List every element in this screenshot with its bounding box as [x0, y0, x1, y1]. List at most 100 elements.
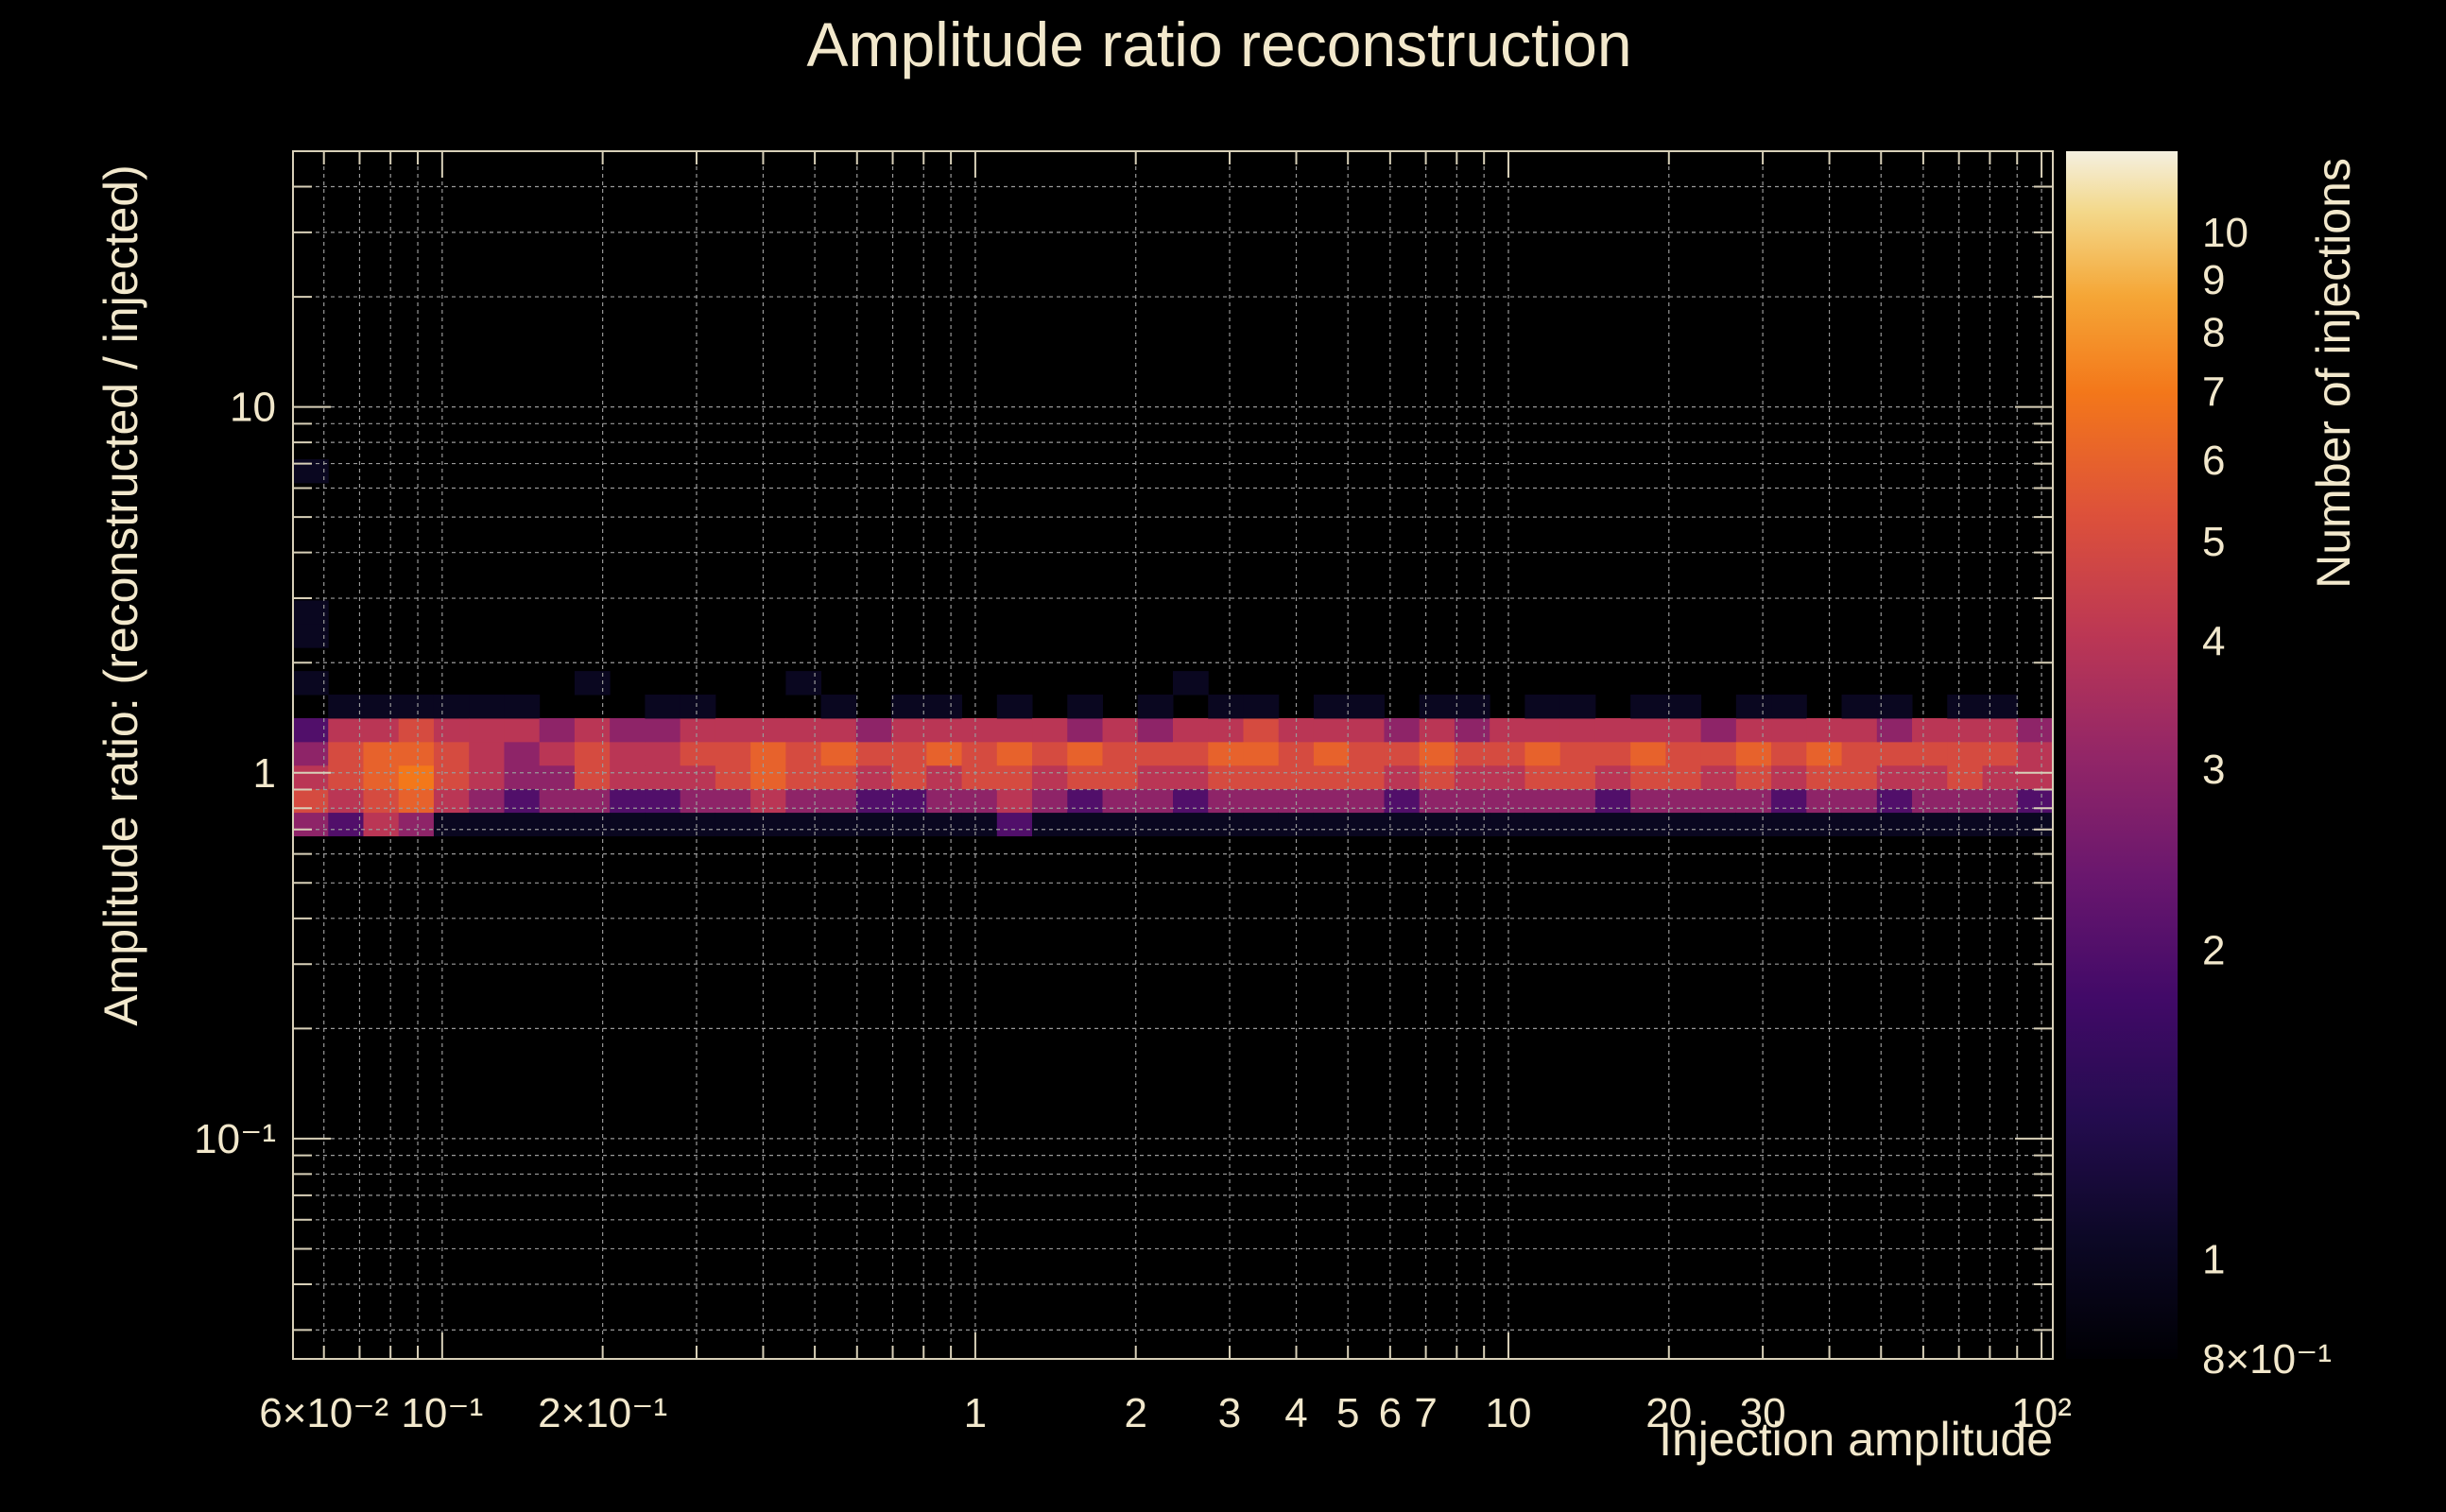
heatmap-cell [926, 812, 963, 836]
heatmap-cell [1137, 741, 1174, 766]
heatmap-cell [926, 695, 963, 719]
heatmap-cell [785, 788, 822, 814]
heatmap-cell [926, 765, 963, 790]
heatmap-cell [1384, 788, 1421, 814]
heatmap-cell [1665, 695, 1702, 719]
heatmap-cell [363, 812, 400, 836]
heatmap-cell [1490, 741, 1525, 766]
heatmap-cell [996, 788, 1033, 814]
heatmap-cell [433, 788, 470, 814]
heatmap-cell [433, 695, 470, 719]
heatmap-cell [504, 717, 541, 743]
heatmap-cell [1173, 812, 1209, 836]
heatmap-cell [504, 765, 541, 790]
colorbar-tick-label: 9 [2202, 257, 2225, 303]
colorbar [2066, 151, 2178, 1359]
heatmap-cells [293, 458, 2054, 836]
heatmap-cell [469, 788, 505, 814]
heatmap-cell [1947, 788, 1984, 814]
heatmap-cell [1912, 788, 1948, 814]
heatmap-cell [1208, 765, 1244, 790]
heatmap-cell [469, 717, 505, 743]
heatmap-cell [1982, 695, 2019, 719]
heatmap-cell [1313, 765, 1350, 790]
heatmap-cell [1524, 812, 1561, 836]
heatmap-cell [891, 788, 927, 814]
heatmap-cell [1384, 717, 1421, 743]
heatmap-cell [645, 765, 681, 790]
heatmap-cell [855, 765, 892, 790]
heatmap-cell [820, 695, 857, 719]
heatmap-cell [1349, 812, 1385, 836]
heatmap-cell [469, 812, 505, 836]
heatmap-cell [398, 695, 435, 719]
axis-ticks [293, 151, 2178, 1359]
heatmap-cell [1454, 765, 1490, 790]
heatmap-cell [645, 812, 681, 836]
heatmap-cell [1102, 741, 1139, 766]
heatmap-cell [328, 788, 364, 814]
heatmap-cell [1771, 717, 1807, 743]
heatmap-cell [1912, 812, 1948, 836]
heatmap-cell [539, 717, 576, 743]
heatmap-cell [1067, 812, 1104, 836]
x-tick-label: 20 [1645, 1390, 1692, 1436]
heatmap-cell [363, 788, 400, 814]
heatmap-cell [1032, 717, 1068, 743]
heatmap-cell [785, 671, 822, 696]
x-tick-label: 30 [1740, 1390, 1786, 1436]
x-tick-label: 4 [1284, 1390, 1307, 1436]
heatmap-cell [539, 741, 576, 766]
heatmap-cell [574, 717, 611, 743]
heatmap-cell [1665, 788, 1702, 814]
heatmap-cell [1912, 765, 1948, 790]
heatmap-cell [1700, 717, 1737, 743]
heatmap-cell [1700, 741, 1737, 766]
heatmap-cell [1665, 741, 1702, 766]
heatmap-cell [855, 788, 892, 814]
heatmap-cell [433, 741, 470, 766]
colorbar-tick-label: 8×10⁻¹ [2202, 1336, 2332, 1383]
heatmap-cell [1524, 695, 1561, 719]
heatmap-cell [1735, 788, 1772, 814]
heatmap-cell [961, 765, 998, 790]
heatmap-cell [1419, 788, 1456, 814]
heatmap-cell [1806, 788, 1843, 814]
heatmap-cell [610, 765, 646, 790]
heatmap-cell [539, 812, 576, 836]
heatmap-cell [1243, 812, 1280, 836]
heatmap-cell [610, 812, 646, 836]
heatmap-cell [293, 812, 329, 836]
y-tick-label: 1 [253, 750, 276, 797]
heatmap-cell [1349, 765, 1385, 790]
heatmap-cell [1876, 765, 1913, 790]
x-tick-label: 5 [1336, 1390, 1359, 1436]
heatmap-cell [645, 788, 681, 814]
heatmap-cell [785, 765, 822, 790]
heatmap-cell [1806, 812, 1843, 836]
heatmap-cell [820, 741, 857, 766]
heatmap-cell [1700, 765, 1737, 790]
heatmap-cell [1630, 765, 1666, 790]
heatmap-cell [293, 717, 329, 743]
heatmap-cell [1137, 717, 1174, 743]
heatmap-cell [2017, 765, 2054, 790]
heatmap-cell [1208, 695, 1244, 719]
heatmap-cell [1137, 788, 1174, 814]
heatmap-cell [1032, 812, 1068, 836]
heatmap-cell [1490, 812, 1525, 836]
heatmap-cell [1102, 765, 1139, 790]
heatmap-cell [1313, 717, 1350, 743]
heatmap-cell [1173, 671, 1209, 696]
heatmap-cell [1876, 741, 1913, 766]
x-tick-label: 1 [964, 1390, 987, 1436]
heatmap-cell [469, 695, 505, 719]
heatmap-cell [1243, 695, 1280, 719]
heatmap-cell [293, 600, 329, 625]
heatmap-cell [1594, 788, 1631, 814]
heatmap-cell [2017, 741, 2054, 766]
heatmap-cell [891, 812, 927, 836]
colorbar-tick-label: 8 [2202, 309, 2225, 355]
colorbar-tick-label: 10 [2202, 210, 2248, 256]
